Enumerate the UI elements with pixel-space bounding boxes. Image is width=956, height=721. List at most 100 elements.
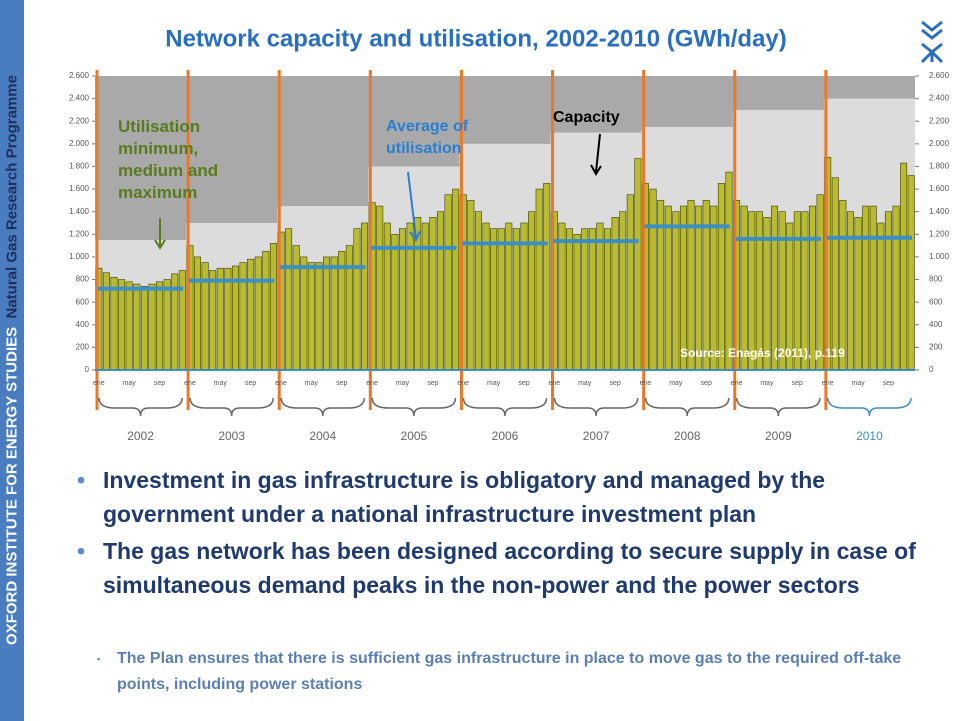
- bar: [862, 205, 870, 371]
- bar: [672, 211, 680, 371]
- y2-tick-label: 1.000: [929, 252, 950, 261]
- bar: [323, 256, 331, 371]
- bar: [178, 270, 186, 371]
- bar: [573, 234, 581, 371]
- bar: [376, 205, 384, 371]
- chart-title: Network capacity and utilisation, 2002-2…: [165, 25, 787, 52]
- y2-tick-label: 2.200: [929, 116, 950, 125]
- month-label: sep: [427, 380, 438, 387]
- month-label: may: [851, 380, 865, 387]
- bar: [110, 276, 118, 371]
- y-tick-label: 2.600: [69, 71, 90, 80]
- annotation: Capacity: [553, 109, 620, 126]
- bar: [854, 217, 862, 371]
- y2-tick-label: 600: [929, 297, 943, 306]
- bar: [353, 228, 361, 371]
- year-brace: [280, 397, 366, 417]
- y2-tick-label: 2.400: [929, 94, 950, 103]
- bar: [421, 222, 429, 371]
- y2-tick-label: 0: [929, 365, 934, 374]
- year-brace: [644, 397, 730, 417]
- y2-tick-label: 1.200: [929, 229, 950, 238]
- y2-tick-label: 200: [929, 342, 943, 351]
- bar: [535, 188, 543, 371]
- bar: [717, 183, 725, 371]
- bullet: The gas network has been designed accord…: [77, 534, 953, 602]
- bar: [133, 283, 141, 371]
- y-tick-label: 2.000: [69, 139, 90, 148]
- bar: [148, 283, 156, 371]
- capacity-area: [186, 223, 278, 370]
- bar: [512, 228, 520, 371]
- month-label: ene: [822, 380, 834, 387]
- month-label: sep: [154, 380, 165, 387]
- bar: [907, 175, 915, 371]
- bar: [307, 262, 315, 371]
- y-tick-label: 600: [76, 297, 90, 306]
- bar: [118, 279, 126, 371]
- month-label: sep: [701, 380, 712, 387]
- annotation-line: Utilisation: [118, 117, 200, 136]
- month-label: sep: [336, 380, 347, 387]
- month-label: sep: [792, 380, 803, 387]
- y2-tick-label: 400: [929, 320, 943, 329]
- bar: [156, 281, 164, 371]
- bar: [816, 194, 824, 371]
- x-tick-label: 2010: [856, 429, 883, 443]
- month-label: may: [305, 380, 319, 387]
- bar: [596, 222, 604, 371]
- bar: [566, 228, 574, 371]
- bar: [300, 256, 308, 371]
- annotation-line: maximum: [118, 183, 197, 202]
- x-tick-label: 2002: [127, 429, 154, 443]
- y-tick-label: 400: [76, 320, 90, 329]
- logo: [920, 20, 944, 64]
- year-brace: [371, 397, 457, 417]
- year-brace: [98, 397, 183, 417]
- y-tick-label: 2.400: [69, 94, 90, 103]
- year-brace: [736, 397, 821, 417]
- x-tick-label: 2007: [583, 429, 610, 443]
- x-tick-label: 2004: [309, 429, 336, 443]
- sub-bullet: The Plan ensures that there is sufficien…: [97, 646, 947, 698]
- arrow: [590, 133, 602, 176]
- bar: [634, 158, 642, 371]
- annotation: Average of utilisation: [386, 118, 469, 157]
- bar: [664, 205, 672, 371]
- annotation-line: medium and: [118, 161, 218, 180]
- month-label: may: [214, 380, 228, 387]
- x-tick-label: 2005: [401, 429, 428, 443]
- bar: [452, 188, 460, 371]
- bar: [406, 222, 414, 371]
- bar: [216, 267, 224, 371]
- bar: [474, 211, 482, 371]
- capacity-area: [277, 206, 369, 370]
- bar: [467, 200, 475, 371]
- year-brace: [189, 397, 274, 417]
- bar: [194, 256, 201, 371]
- y2-tick-label: 800: [929, 275, 943, 284]
- month-label: may: [669, 380, 683, 387]
- y-tick-label: 1.000: [69, 252, 90, 261]
- month-label: ene: [93, 380, 105, 387]
- bar: [528, 211, 536, 371]
- bar: [345, 245, 353, 371]
- bar: [839, 200, 847, 371]
- bar: [725, 171, 733, 371]
- bar: [163, 279, 171, 371]
- chart: Network capacity and utilisation, 2002-2…: [69, 20, 950, 443]
- y-tick-label: 1.400: [69, 207, 90, 216]
- month-label: ene: [457, 380, 469, 387]
- bar: [429, 217, 437, 371]
- arrow: [154, 218, 166, 250]
- bar: [254, 256, 262, 371]
- bar: [626, 194, 634, 371]
- month-label: may: [396, 380, 410, 387]
- x-tick-label: 2003: [218, 429, 245, 443]
- month-label: ene: [275, 380, 287, 387]
- bar: [649, 188, 657, 371]
- bar: [581, 228, 589, 371]
- bar: [846, 211, 854, 371]
- bar: [292, 245, 300, 371]
- y2-tick-label: 1.800: [929, 162, 950, 171]
